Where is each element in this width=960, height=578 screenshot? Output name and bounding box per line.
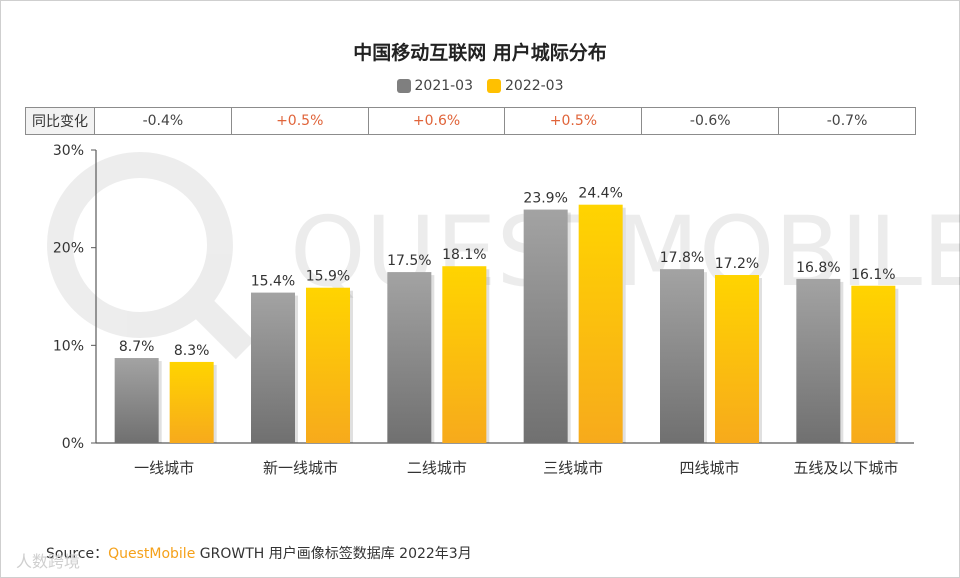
- data-label: 24.4%: [578, 186, 622, 202]
- watermark-ring: [47, 152, 233, 338]
- bar-2021: [251, 292, 295, 443]
- data-label: 15.9%: [306, 269, 350, 285]
- source-brand: QuestMobile: [108, 546, 196, 562]
- bar-2022: [578, 204, 623, 443]
- bar-2021: [523, 209, 568, 443]
- yoy-header: 同比变化: [25, 107, 95, 135]
- yoy-value-tier5: -0.7%: [778, 107, 916, 135]
- yoy-value-tier1: -0.4%: [94, 107, 232, 135]
- yoy-value-new-tier1: +0.5%: [230, 107, 369, 135]
- data-label: 16.1%: [851, 267, 895, 283]
- yoy-change-table: 同比变化 -0.4% +0.5% +0.6% +0.5% -0.6% -0.7%: [25, 107, 916, 135]
- data-label: 8.7%: [119, 339, 155, 355]
- x-tick-label: 五线及以下城市: [793, 459, 898, 477]
- data-label: 18.1%: [442, 247, 486, 263]
- yoy-value-tier4: -0.6%: [641, 107, 780, 135]
- source-text: GROWTH 用户画像标签数据库 2022年3月: [195, 546, 472, 562]
- x-tick-label: 四线城市: [679, 459, 739, 477]
- bar-2021: [796, 278, 841, 443]
- x-tick-label: 一线城市: [134, 459, 194, 477]
- corner-watermark: 人数跨境: [16, 552, 81, 571]
- y-tick-label: 10%: [53, 338, 84, 354]
- data-label: 17.2%: [715, 256, 759, 272]
- legend-swatch-2022: [487, 79, 501, 93]
- data-label: 15.4%: [251, 274, 295, 290]
- data-label: 17.5%: [387, 253, 431, 269]
- x-tick-label: 二线城市: [407, 459, 467, 477]
- legend-swatch-2021: [396, 79, 411, 93]
- y-tick-label: 20%: [53, 241, 84, 257]
- bar-2021: [387, 272, 432, 443]
- source-prefix: Source：: [46, 546, 109, 562]
- bar-2021: [114, 358, 159, 443]
- legend-item-2021: 2021-03: [396, 78, 474, 94]
- legend-item-2022: 2022-03: [487, 78, 564, 94]
- data-label: 16.8%: [796, 260, 840, 276]
- legend-label-2022: 2022-03: [505, 78, 564, 94]
- data-label: 17.8%: [660, 250, 704, 266]
- chart-title: 中国移动互联网 用户城际分布: [353, 42, 607, 64]
- x-tick-label: 三线城市: [543, 459, 603, 477]
- bar-2021: [660, 269, 704, 443]
- y-tick-label: 30%: [53, 143, 84, 159]
- bar-2022: [169, 361, 214, 443]
- source-note: Source：QuestMobile GROWTH 用户画像标签数据库 2022…: [46, 543, 472, 563]
- yoy-value-tier2: +0.6%: [367, 107, 506, 135]
- watermark-tail: [190, 295, 255, 360]
- axes: 0% 10% 20% 30% 一线城市 新一线城市 二线城市 三线城市 四线城市 五线及以下城市: [53, 143, 914, 477]
- bar-2022: [442, 266, 487, 443]
- bar-2022: [851, 285, 896, 443]
- watermark: QUESTMOBILE: [47, 152, 960, 360]
- bars: 8.7% 8.3% 15.4% 15.9% 17.5% 18.1% 23.9% 24.4% 17…: [114, 186, 899, 443]
- legend: 2021-03 2022-03: [0, 78, 960, 94]
- x-tick-label: 新一线城市: [263, 459, 338, 477]
- bar-2022: [715, 275, 759, 443]
- data-label: 23.9%: [523, 191, 567, 207]
- data-label: 8.3%: [174, 343, 210, 359]
- legend-label-2021: 2021-03: [414, 78, 474, 94]
- bar-2022: [306, 287, 350, 443]
- y-tick-label: 0%: [62, 436, 84, 452]
- yoy-value-tier3: +0.5%: [504, 107, 643, 135]
